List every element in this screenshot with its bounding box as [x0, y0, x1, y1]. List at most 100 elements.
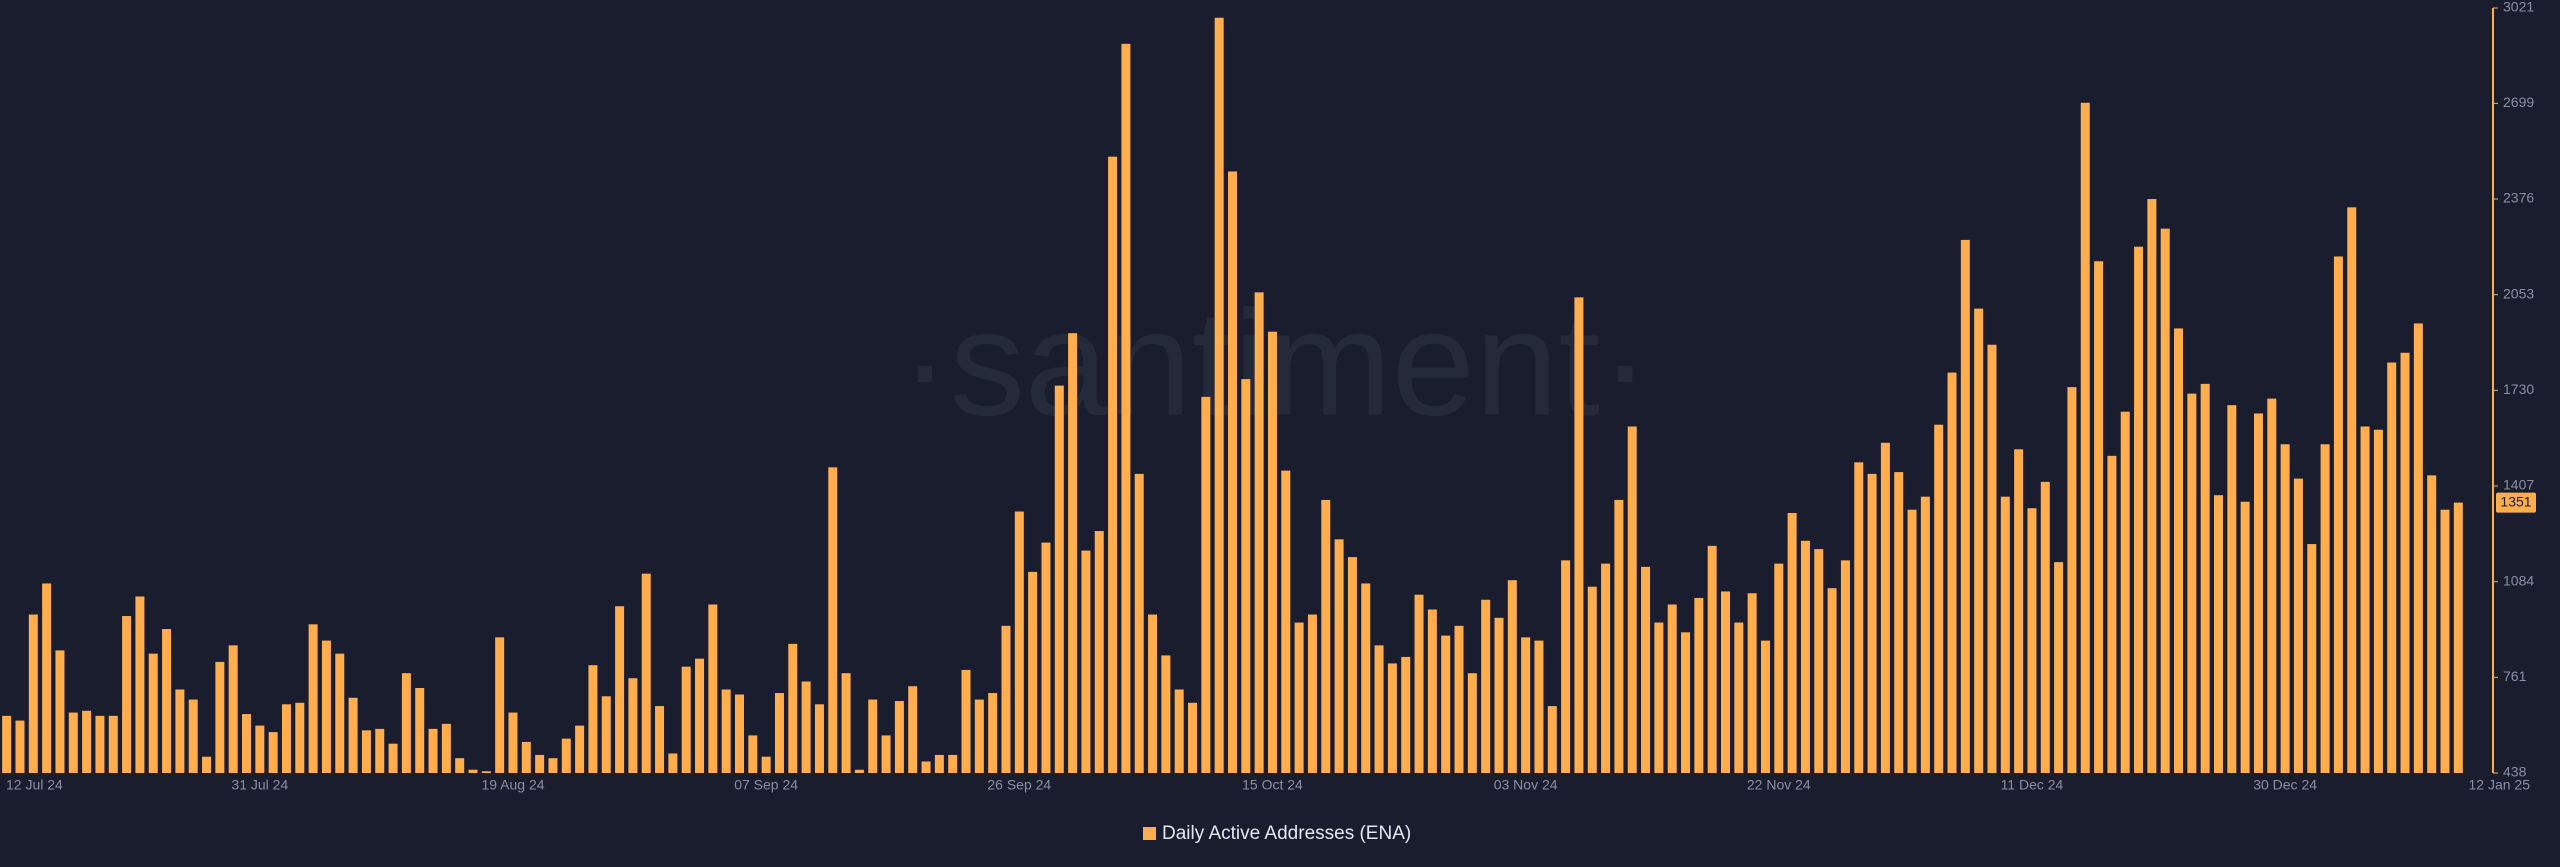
bar — [1774, 563, 1784, 773]
bar — [1294, 622, 1304, 773]
bar — [1654, 622, 1664, 773]
bar — [508, 712, 518, 773]
bar — [2014, 449, 2024, 773]
x-tick-label: 03 Nov 24 — [1494, 777, 1558, 793]
bar — [1068, 333, 1078, 773]
bar — [1574, 297, 1584, 773]
bar — [441, 723, 451, 773]
bar — [1894, 472, 1904, 773]
value-badge — [2496, 492, 2536, 513]
bar — [681, 666, 691, 773]
bar — [1148, 614, 1158, 773]
bar — [1521, 637, 1531, 773]
y-tick-label: 761 — [2503, 668, 2527, 684]
bar — [1094, 531, 1104, 773]
bar — [1108, 156, 1118, 773]
bar — [2094, 261, 2104, 773]
bar — [215, 661, 225, 773]
bar — [348, 697, 358, 773]
bar — [2240, 501, 2250, 773]
bar — [934, 754, 944, 773]
x-tick-label: 12 Jul 24 — [6, 777, 63, 793]
bar — [575, 725, 585, 773]
bar — [2200, 383, 2210, 773]
bar — [281, 704, 291, 773]
bar — [202, 756, 212, 773]
bar — [1867, 473, 1877, 773]
bar — [162, 629, 172, 773]
bar — [748, 735, 758, 773]
bar — [2293, 478, 2303, 773]
bar — [548, 758, 558, 773]
bar — [668, 753, 678, 773]
bar — [1614, 499, 1624, 773]
bar — [881, 735, 891, 773]
bar — [1667, 604, 1677, 773]
bar — [521, 741, 531, 773]
bar — [774, 693, 784, 773]
bar — [1507, 580, 1517, 773]
bar — [2054, 562, 2064, 773]
legend-swatch — [1143, 827, 1156, 840]
bar — [95, 715, 105, 773]
bar — [2307, 544, 2317, 773]
bar — [1920, 496, 1930, 773]
bar — [1134, 473, 1144, 773]
bar — [2134, 246, 2144, 773]
bar — [82, 710, 92, 773]
bar — [148, 653, 158, 773]
bar — [961, 669, 971, 773]
x-tick-label: 26 Sep 24 — [987, 777, 1051, 793]
bar — [1454, 625, 1464, 773]
bar — [2040, 481, 2050, 773]
bar — [1321, 499, 1331, 773]
bar — [1734, 622, 1744, 773]
bar — [1281, 470, 1291, 773]
bar — [321, 640, 331, 773]
bar — [1188, 702, 1198, 773]
bar — [1307, 614, 1317, 773]
bar — [894, 701, 904, 773]
y-tick-label: 1407 — [2503, 477, 2534, 493]
bar — [2253, 413, 2263, 773]
bar — [1747, 593, 1757, 773]
bar — [1414, 594, 1424, 773]
bar — [1854, 462, 1864, 773]
bar — [1001, 625, 1011, 773]
bar — [468, 769, 478, 773]
bar — [1467, 673, 1477, 773]
bar — [788, 643, 798, 773]
bar — [1028, 571, 1038, 773]
bar — [2333, 256, 2343, 773]
x-tick-label: 30 Dec 24 — [2253, 777, 2317, 793]
x-tick-label: 07 Sep 24 — [734, 777, 798, 793]
bar — [1254, 292, 1264, 773]
bar — [2453, 502, 2463, 773]
bar — [2387, 362, 2397, 773]
bar — [242, 714, 251, 773]
bar — [1121, 43, 1131, 773]
y-tick-label: 438 — [2503, 764, 2527, 780]
bar — [601, 696, 611, 773]
bar — [108, 715, 118, 773]
bar — [188, 699, 198, 773]
bar — [1907, 509, 1917, 773]
bar — [2267, 398, 2277, 773]
y-tick-label: 1084 — [2503, 572, 2534, 588]
bar — [721, 689, 731, 773]
bar — [375, 728, 385, 773]
bar — [1494, 617, 1504, 773]
bar — [588, 665, 598, 773]
y-tick-label: 1730 — [2503, 381, 2534, 397]
bar — [868, 699, 878, 773]
y-tick-label: 2053 — [2503, 285, 2534, 301]
bar — [1974, 308, 1984, 773]
legend-label: Daily Active Addresses (ENA) — [1162, 823, 1411, 844]
bar — [1081, 550, 1091, 773]
bar — [695, 658, 705, 773]
bar — [708, 604, 718, 773]
x-tick-label: 22 Nov 24 — [1747, 777, 1811, 793]
bar — [1934, 424, 1944, 773]
